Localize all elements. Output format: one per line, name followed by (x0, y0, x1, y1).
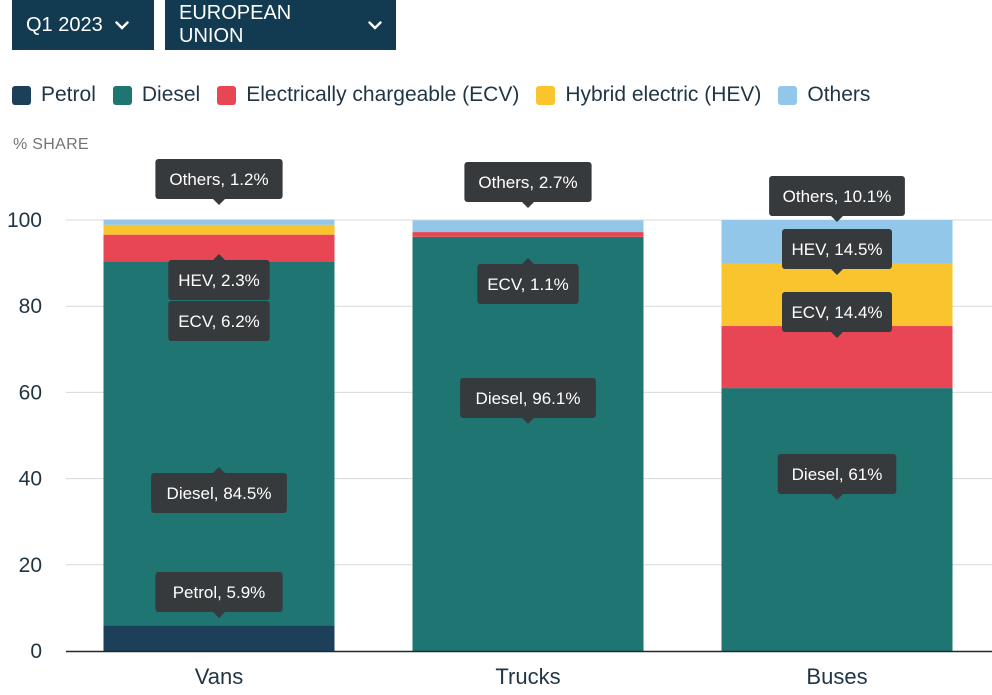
data-label-text: Diesel, 96.1% (476, 389, 581, 408)
period-dropdown[interactable]: Q1 2023 (12, 0, 154, 50)
data-label-buses-others: Others, 10.1% (769, 176, 905, 222)
legend-item-hybrid-electric-hev[interactable]: Hybrid electric (HEV) (536, 83, 761, 107)
data-label-trucks-diesel: Diesel, 96.1% (460, 378, 596, 424)
data-label-text: Petrol, 5.9% (173, 583, 266, 602)
y-tick-label: 20 (19, 554, 42, 577)
legend-label: Hybrid electric (HEV) (565, 83, 762, 106)
data-label-text: Diesel, 61% (792, 465, 883, 484)
x-tick-label: Vans (195, 664, 244, 689)
legend-swatch (112, 85, 132, 105)
chevron-down-icon (368, 20, 382, 30)
bar-segment-vans-others (103, 219, 335, 225)
legend-swatch (778, 85, 798, 105)
data-label-buses-hev: HEV, 14.5% (782, 229, 892, 275)
data-label-text: ECV, 1.1% (487, 275, 569, 294)
region-dropdown[interactable]: EUROPEAN UNION (165, 0, 396, 50)
legend-label: Others (807, 83, 871, 106)
data-label-trucks-ecv: ECV, 1.1% (477, 258, 579, 304)
data-label-trucks-others: Others, 2.7% (464, 162, 592, 208)
data-label-vans-others: Others, 1.2% (155, 159, 283, 205)
data-label-text: Diesel, 84.5% (167, 484, 272, 503)
legend-label: Diesel (141, 83, 201, 106)
data-label-vans-petrol: Petrol, 5.9% (155, 572, 283, 618)
data-label-vans-diesel: Diesel, 84.5% (151, 467, 287, 513)
y-axis-label: % SHARE (13, 136, 89, 153)
data-label-text: HEV, 14.5% (791, 240, 882, 259)
period-dropdown-label: Q1 2023 (26, 13, 103, 36)
data-label-text: ECV, 6.2% (178, 312, 260, 331)
legend-item-petrol[interactable]: Petrol (12, 83, 96, 107)
bar-segment-buses-diesel (721, 388, 953, 651)
chart-legend: Petrol Diesel Electrically chargeable (ECV… (12, 83, 887, 107)
data-label-text: Others, 2.7% (478, 173, 577, 192)
data-label-buses-diesel: Diesel, 61% (777, 454, 897, 500)
data-label-text: ECV, 14.4% (791, 303, 882, 322)
chevron-down-icon (115, 20, 129, 30)
legend-item-others[interactable]: Others (778, 83, 870, 107)
legend-item-diesel[interactable]: Diesel (112, 83, 201, 107)
legend-label: Electrically chargeable (ECV) (246, 83, 520, 106)
legend-swatch (217, 85, 237, 105)
data-label-vans-hev: HEV, 2.3% (168, 254, 270, 300)
y-tick-label: 80 (19, 295, 42, 318)
bar-segment-vans-hybrid-electric-hev (103, 224, 335, 235)
data-label-text: Others, 10.1% (783, 187, 892, 206)
y-tick-label: 40 (19, 468, 42, 491)
x-tick-label: Buses (806, 664, 867, 689)
bar-segment-vans-petrol (103, 625, 335, 651)
bar-segment-trucks-diesel (412, 236, 644, 651)
y-tick-label: 100 (7, 209, 42, 232)
y-tick-label: 60 (19, 381, 42, 404)
legend-swatch (536, 85, 556, 105)
bar-segment-trucks-electrically-chargeable-ecv (412, 232, 644, 237)
region-dropdown-label: EUROPEAN UNION (179, 2, 292, 47)
data-label-text: Others, 1.2% (169, 170, 268, 189)
x-tick-label: Trucks (495, 664, 560, 689)
legend-swatch (12, 85, 31, 105)
legend-item-electrically-chargeable-ecv[interactable]: Electrically chargeable (ECV) (217, 83, 519, 107)
data-label-buses-ecv: ECV, 14.4% (782, 292, 892, 338)
y-tick-label: 0 (30, 640, 42, 663)
data-label-vans-ecv: ECV, 6.2% (168, 301, 270, 341)
data-label-text: HEV, 2.3% (178, 271, 260, 290)
bar-segment-trucks-others (412, 220, 644, 233)
legend-label: Petrol (41, 83, 96, 106)
